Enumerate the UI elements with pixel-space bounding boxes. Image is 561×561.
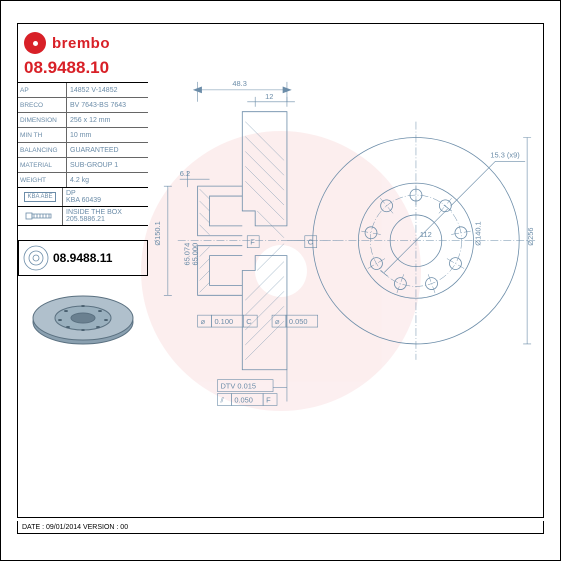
footer-date: DATE : 09/01/2014 VERSION : 00 [18, 524, 132, 531]
dim-outer-dia: Ø150.1 [153, 221, 162, 245]
dim-width: 48.3 [232, 79, 246, 88]
dim-od: Ø256 [526, 227, 535, 245]
spec-row: WEIGHT4.2 kg [18, 173, 148, 187]
disc-variant-icon [23, 245, 49, 271]
svg-text:F: F [266, 395, 271, 404]
spec-row: MIN TH10 mm [18, 128, 148, 143]
spec-row: BALANCINGGUARANTEED [18, 143, 148, 158]
brembo-logo-icon [24, 32, 46, 54]
spec-row: MATERIALSUB-GROUP 1 [18, 158, 148, 173]
dim-hole: 15.3 (x9) [490, 150, 520, 159]
kba-box: KBA ABE DP KBA 60439 [18, 188, 148, 207]
spec-label: BALANCING [18, 143, 67, 157]
dim-hat: Ø140.1 [473, 221, 482, 245]
spec-label: BRECO [18, 98, 67, 112]
spec-label: AP [18, 83, 67, 97]
footer-bar: DATE : 09/01/2014 VERSION : 00 [17, 521, 544, 534]
dim-face: 12 [265, 92, 273, 101]
spec-value: 14852 V-14852 [67, 83, 148, 97]
spec-value: BV 7643-BS 7643 [67, 98, 148, 112]
variant-box: 08.9488.11 [18, 240, 148, 276]
dim-pcd: 112 [420, 230, 432, 239]
dim-bore-lower: 65.000 [191, 243, 200, 266]
spec-label: MATERIAL [18, 158, 67, 172]
spec-label: WEIGHT [18, 173, 67, 187]
svg-text:C: C [246, 317, 252, 326]
technical-drawing: 48.3 12 6.2 Ø150.1 65.074 65.000 F C [148, 24, 543, 517]
inside-box-code: 205.5886.21 [66, 216, 145, 223]
spec-column: brembo 08.9488.10 AP14852 V-14852BRECOBV… [18, 24, 148, 517]
svg-text:⫽: ⫽ [219, 395, 224, 404]
spec-label: MIN TH [18, 128, 67, 142]
spec-value: 10 mm [67, 128, 148, 142]
variant-number: 08.9488.11 [53, 251, 112, 265]
spec-row: BRECOBV 7643-BS 7643 [18, 98, 148, 113]
svg-text:⌀: ⌀ [201, 317, 205, 326]
disc-render [18, 284, 148, 364]
spec-value: SUB-GROUP 1 [67, 158, 148, 172]
inside-box: INSIDE THE BOX 205.5886.21 [18, 207, 148, 226]
svg-text:0.100: 0.100 [214, 317, 233, 326]
spec-table: AP14852 V-14852BRECOBV 7643-BS 7643DIMEN… [18, 82, 148, 188]
spec-row: AP14852 V-14852 [18, 83, 148, 98]
kba-number: KBA 60439 [66, 197, 145, 204]
svg-text:0.050: 0.050 [289, 317, 308, 326]
inside-box-title: INSIDE THE BOX [66, 209, 145, 216]
dim-step: 6.2 [180, 169, 190, 178]
screw-icon [18, 207, 63, 225]
svg-text:0.050: 0.050 [234, 395, 253, 404]
kba-dp: DP [66, 190, 145, 197]
drawing-frame: brembo 08.9488.10 AP14852 V-14852BRECOBV… [17, 23, 544, 518]
logo-block: brembo [18, 24, 148, 58]
spec-value: 256 x 12 mm [67, 113, 148, 127]
spec-value: 4.2 kg [67, 173, 148, 187]
datum-f: F [250, 238, 255, 247]
brembo-logo-text: brembo [52, 35, 110, 52]
part-number: 08.9488.10 [18, 58, 148, 82]
svg-text:⌀: ⌀ [275, 317, 279, 326]
page-frame: brembo 08.9488.10 AP14852 V-14852BRECOBV… [0, 0, 561, 561]
svg-text:DTV 0.015: DTV 0.015 [220, 382, 256, 391]
spec-value: GUARANTEED [67, 143, 148, 157]
kba-badge: KBA ABE [24, 192, 55, 202]
spec-row: DIMENSION256 x 12 mm [18, 113, 148, 128]
spec-label: DIMENSION [18, 113, 67, 127]
